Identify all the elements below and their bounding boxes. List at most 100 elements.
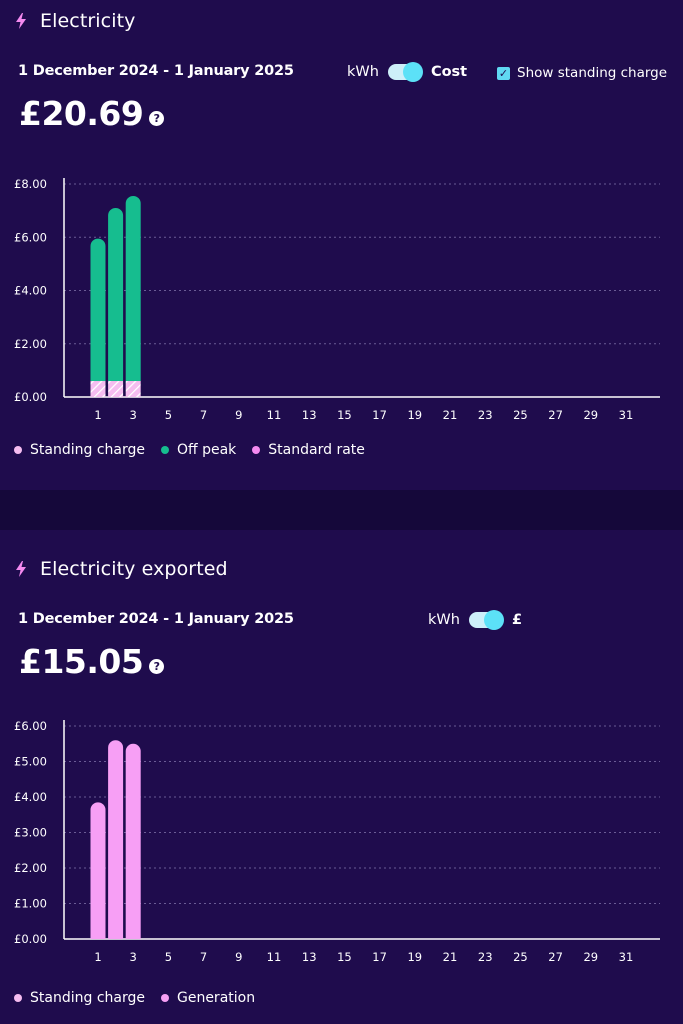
exported-legend: Standing charge Generation bbox=[14, 990, 255, 1006]
x-tick-label: 31 bbox=[619, 950, 634, 964]
electricity-legend: Standing charge Off peak Standard rate bbox=[14, 442, 365, 458]
legend-item[interactable]: Standard rate bbox=[252, 442, 365, 458]
x-tick-label: 13 bbox=[302, 408, 317, 422]
x-tick-label: 9 bbox=[235, 408, 242, 422]
exported-panel: Electricity exported 1 December 2024 - 1… bbox=[0, 530, 683, 1024]
x-tick-label: 15 bbox=[337, 408, 352, 422]
legend-dot-icon bbox=[14, 446, 22, 454]
y-tick-label: £3.00 bbox=[14, 826, 47, 840]
legend-item[interactable]: Standing charge bbox=[14, 990, 145, 1006]
legend-item[interactable]: Standing charge bbox=[14, 442, 145, 458]
legend-label: Standing charge bbox=[30, 442, 145, 458]
exported-header: Electricity exported bbox=[14, 558, 228, 580]
toggle-left-label: kWh bbox=[347, 64, 379, 80]
exported-chart: £0.00£1.00£2.00£3.00£4.00£5.00£6.001 3 5 7 9… bbox=[14, 719, 660, 964]
legend-label: Standing charge bbox=[30, 990, 145, 1006]
bolt-icon bbox=[16, 13, 26, 29]
bar-generation bbox=[125, 743, 141, 939]
legend-label: Off peak bbox=[176, 442, 237, 458]
total-export: £15.05 ? bbox=[19, 642, 165, 681]
x-tick-label: 19 bbox=[407, 950, 422, 964]
x-tick-label: 29 bbox=[583, 408, 598, 422]
x-tick-label: 3 bbox=[130, 408, 137, 422]
standing-charge-checkbox-row[interactable]: ✓ Show standing charge bbox=[497, 65, 667, 81]
bar-generation bbox=[108, 740, 124, 939]
x-tick-label: 27 bbox=[548, 408, 563, 422]
x-tick-label: 29 bbox=[583, 950, 598, 964]
total-value: £15.05 bbox=[19, 642, 144, 681]
bar-standing-charge bbox=[125, 381, 141, 397]
x-tick-label: 21 bbox=[443, 408, 458, 422]
y-tick-label: £6.00 bbox=[14, 230, 47, 244]
x-tick-label: 21 bbox=[443, 950, 458, 964]
bar-generation bbox=[90, 802, 106, 939]
x-tick-label: 27 bbox=[548, 950, 563, 964]
x-tick-label: 11 bbox=[267, 950, 282, 964]
y-tick-label: £6.00 bbox=[14, 719, 47, 733]
legend-dot-icon bbox=[252, 446, 261, 454]
x-tick-label: 25 bbox=[513, 950, 528, 964]
legend-label: Generation bbox=[176, 990, 256, 1006]
unit-toggle[interactable]: kWh £ bbox=[428, 610, 523, 630]
x-tick-label: 5 bbox=[165, 408, 172, 422]
x-tick-label: 25 bbox=[513, 408, 528, 422]
question-icon[interactable]: ? bbox=[149, 659, 165, 674]
bar-off-peak bbox=[90, 238, 106, 382]
x-tick-label: 9 bbox=[235, 950, 242, 964]
y-tick-label: £0.00 bbox=[14, 390, 47, 404]
y-tick-label: £4.00 bbox=[14, 284, 47, 298]
x-tick-label: 19 bbox=[407, 408, 422, 422]
legend-item[interactable]: Generation bbox=[160, 990, 256, 1006]
unit-toggle[interactable]: kWh Cost bbox=[347, 62, 468, 82]
date-range: 1 December 2024 - 1 January 2025 bbox=[18, 611, 294, 627]
section-title: Electricity exported bbox=[40, 558, 228, 580]
standing-charge-checkbox[interactable]: ✓ bbox=[497, 66, 510, 80]
bar-standing-charge bbox=[90, 381, 106, 397]
x-tick-label: 31 bbox=[619, 408, 634, 422]
section-divider bbox=[0, 490, 683, 530]
x-tick-label: 17 bbox=[372, 408, 387, 422]
legend-dot-icon bbox=[160, 446, 169, 454]
unit-switch[interactable] bbox=[468, 610, 504, 630]
bar-off-peak bbox=[108, 207, 124, 382]
x-tick-label: 23 bbox=[478, 950, 493, 964]
standing-charge-checkbox-label: Show standing charge bbox=[517, 65, 668, 81]
y-tick-label: £2.00 bbox=[14, 337, 47, 351]
total-value: £20.69 bbox=[19, 94, 144, 133]
electricity-panel: Electricity 1 December 2024 - 1 January … bbox=[0, 0, 683, 490]
x-tick-label: 1 bbox=[94, 408, 101, 422]
toggle-left-label: kWh bbox=[428, 612, 460, 628]
legend-dot-icon bbox=[160, 994, 169, 1002]
question-icon[interactable]: ? bbox=[149, 111, 165, 126]
toggle-right-label: £ bbox=[511, 612, 523, 628]
x-tick-label: 7 bbox=[200, 408, 207, 422]
x-tick-label: 7 bbox=[200, 950, 207, 964]
x-tick-label: 15 bbox=[337, 950, 352, 964]
date-range: 1 December 2024 - 1 January 2025 bbox=[18, 63, 294, 79]
y-tick-label: £1.00 bbox=[14, 897, 47, 911]
unit-switch[interactable] bbox=[387, 62, 423, 82]
x-tick-label: 13 bbox=[302, 950, 317, 964]
y-tick-label: £5.00 bbox=[14, 755, 47, 769]
x-tick-label: 23 bbox=[478, 408, 493, 422]
electricity-chart: £0.00£2.00£4.00£6.00£8.001 3 5 7 9 11 13 15 17 19… bbox=[14, 177, 660, 422]
x-tick-label: 3 bbox=[130, 950, 137, 964]
electricity-header: Electricity bbox=[14, 10, 135, 32]
bolt-icon bbox=[16, 561, 26, 577]
x-tick-label: 1 bbox=[94, 950, 101, 964]
y-tick-label: £8.00 bbox=[14, 177, 47, 191]
toggle-right-label: Cost bbox=[430, 64, 468, 80]
y-tick-label: £0.00 bbox=[14, 932, 47, 946]
total-cost: £20.69 ? bbox=[19, 94, 165, 133]
x-tick-label: 5 bbox=[165, 950, 172, 964]
section-title: Electricity bbox=[40, 10, 136, 32]
y-tick-label: £2.00 bbox=[14, 861, 47, 875]
x-tick-label: 11 bbox=[267, 408, 282, 422]
y-tick-label: £4.00 bbox=[14, 790, 47, 804]
x-tick-label: 17 bbox=[372, 950, 387, 964]
legend-label: Standard rate bbox=[268, 442, 365, 458]
bar-standing-charge bbox=[108, 381, 124, 397]
legend-item[interactable]: Off peak bbox=[160, 442, 237, 458]
bar-off-peak bbox=[125, 195, 141, 382]
legend-dot-icon bbox=[14, 994, 22, 1002]
